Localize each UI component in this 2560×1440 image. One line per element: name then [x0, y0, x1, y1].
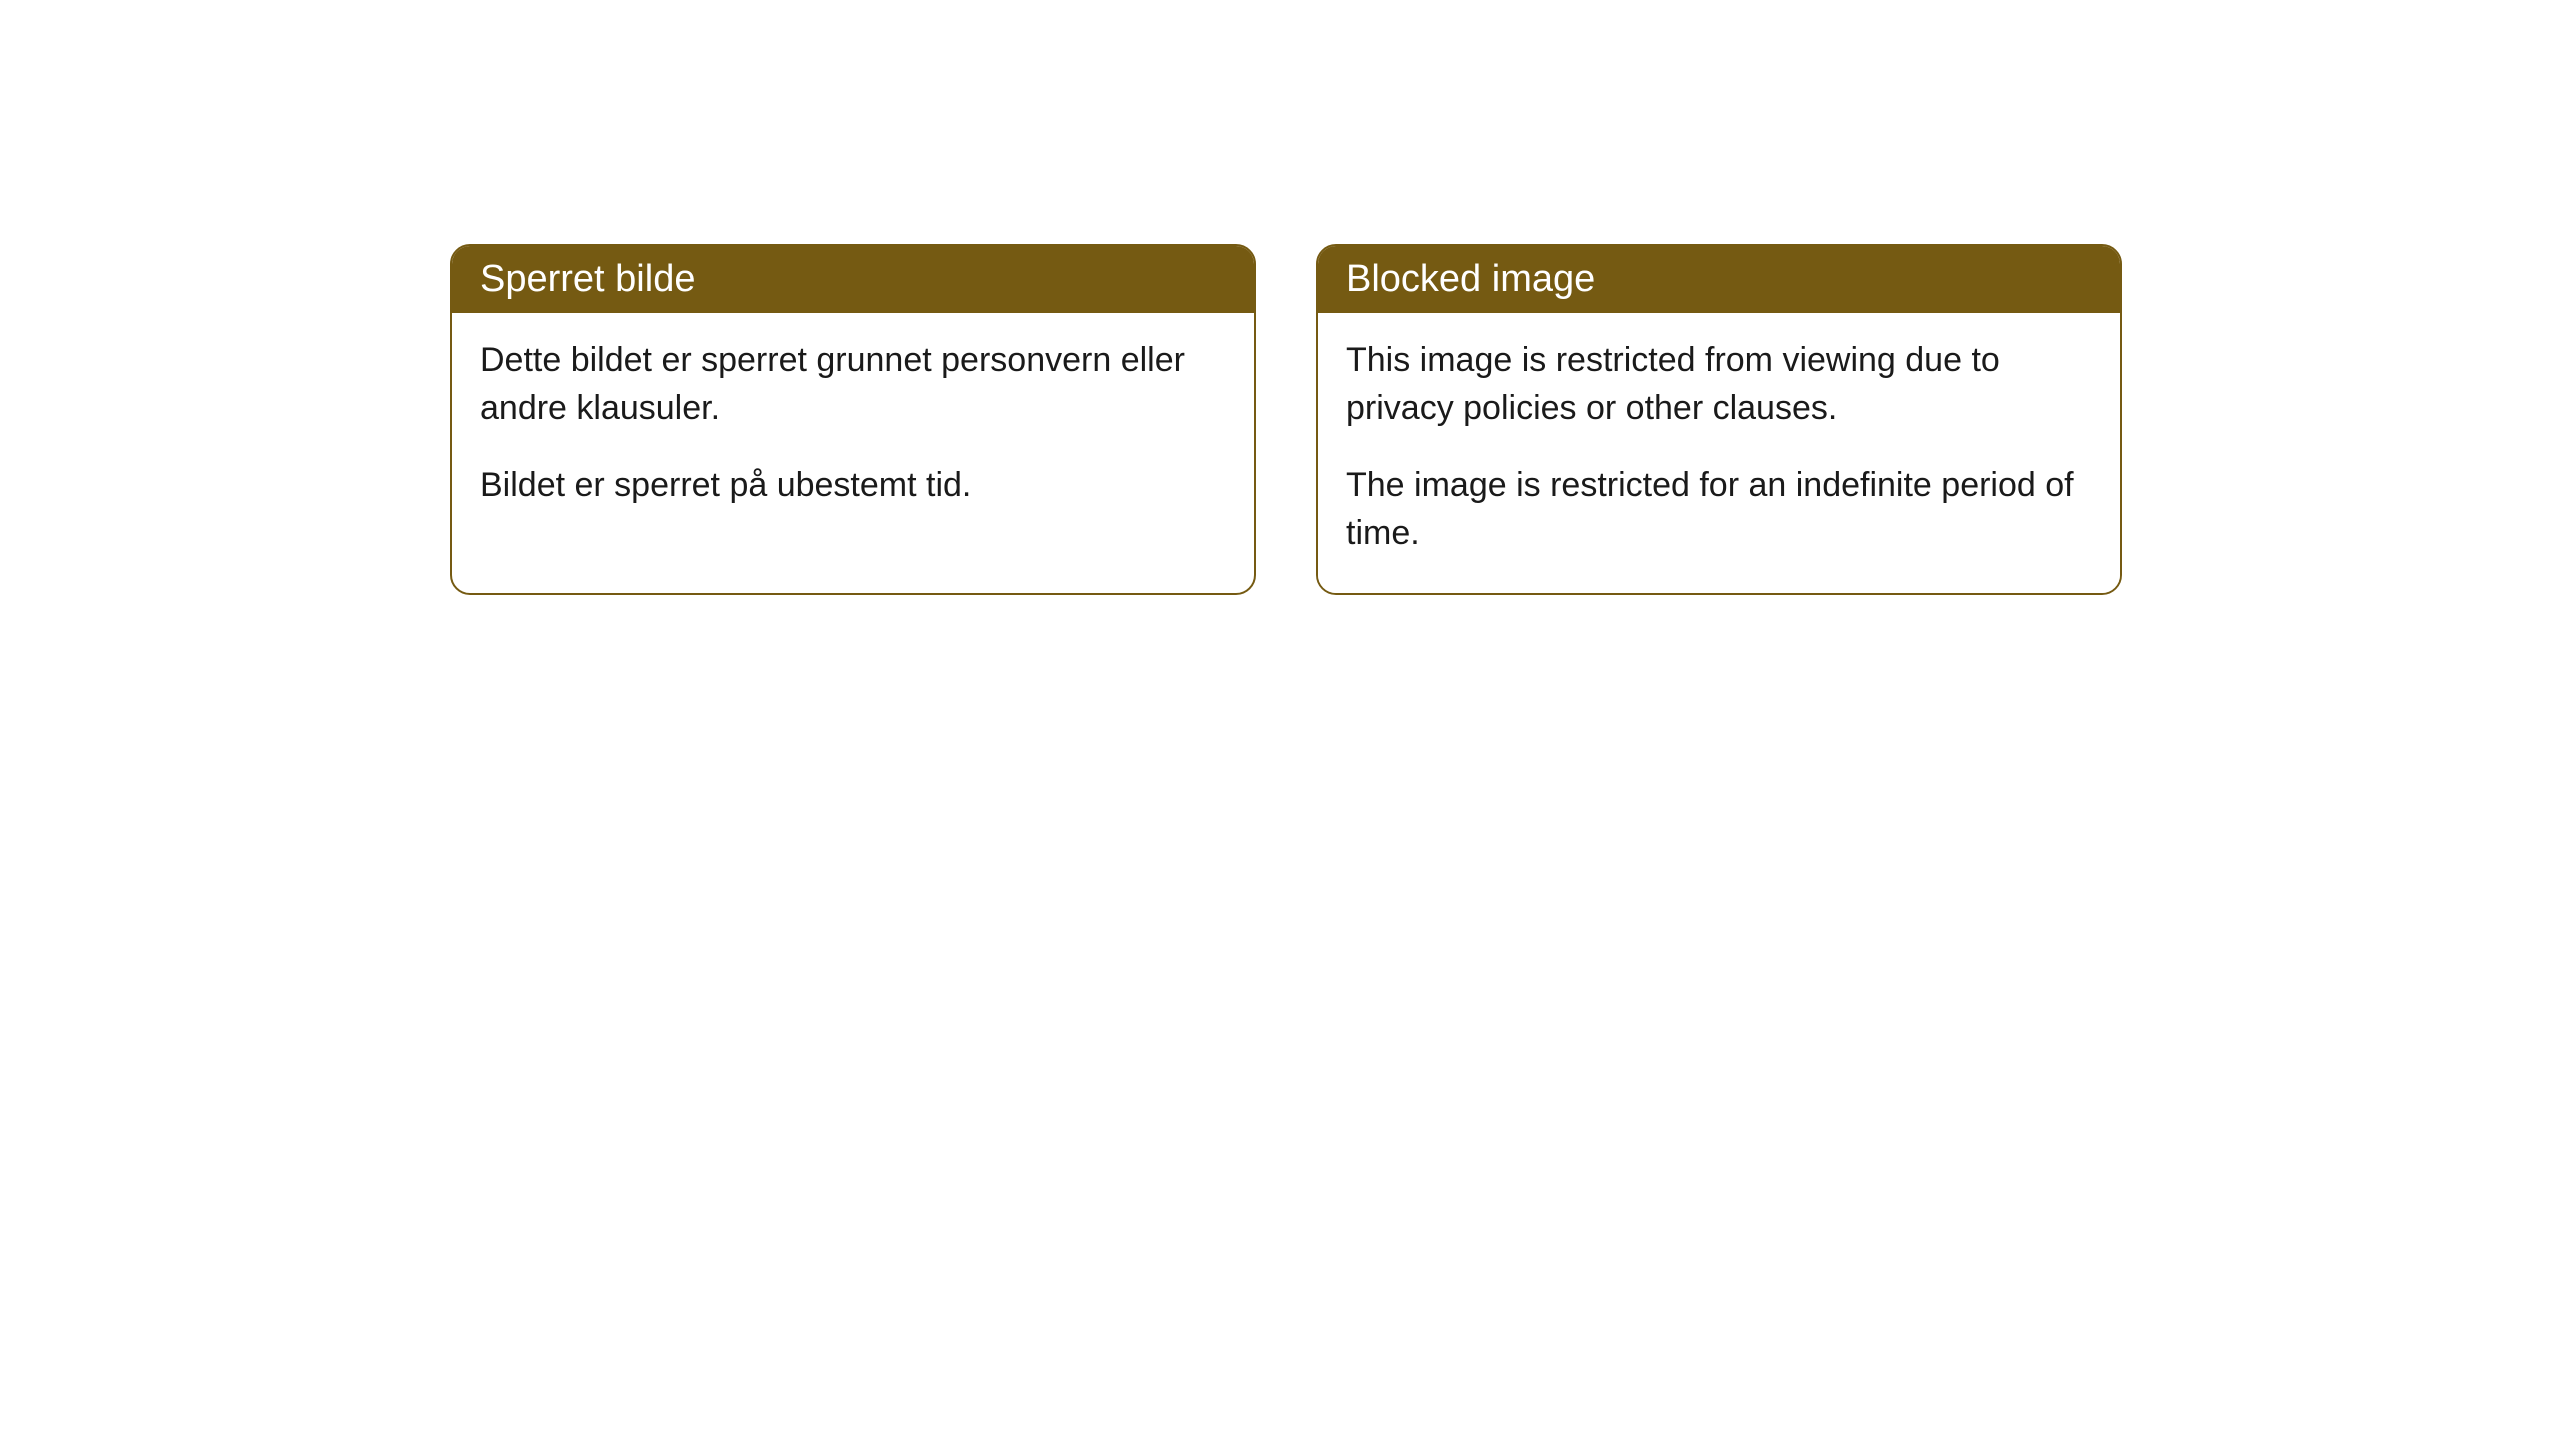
card-header: Blocked image	[1318, 246, 2120, 313]
card-paragraph-2: Bildet er sperret på ubestemt tid.	[480, 462, 1226, 510]
card-title: Blocked image	[1346, 258, 1595, 300]
card-header: Sperret bilde	[452, 246, 1254, 313]
card-title: Sperret bilde	[480, 258, 695, 300]
card-paragraph-1: This image is restricted from viewing du…	[1346, 337, 2092, 432]
blocked-image-card-norwegian: Sperret bilde Dette bildet er sperret gr…	[450, 244, 1256, 595]
card-body: Dette bildet er sperret grunnet personve…	[452, 313, 1254, 546]
card-paragraph-1: Dette bildet er sperret grunnet personve…	[480, 337, 1226, 432]
card-paragraph-2: The image is restricted for an indefinit…	[1346, 462, 2092, 557]
notice-container: Sperret bilde Dette bildet er sperret gr…	[450, 244, 2560, 595]
card-body: This image is restricted from viewing du…	[1318, 313, 2120, 593]
blocked-image-card-english: Blocked image This image is restricted f…	[1316, 244, 2122, 595]
